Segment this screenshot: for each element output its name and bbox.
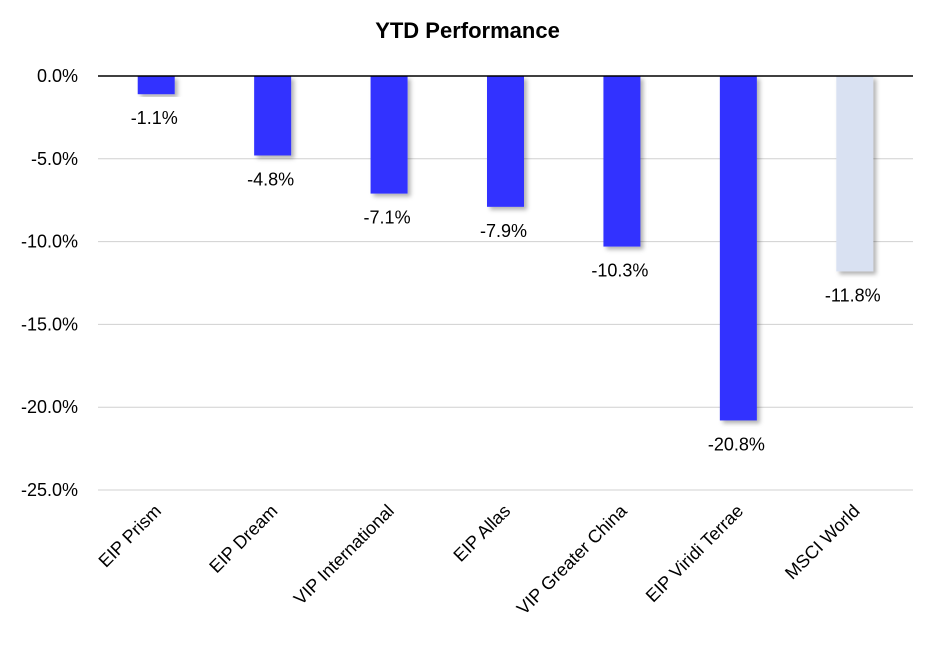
y-tick-label: -10.0%: [21, 232, 78, 252]
bar: [487, 76, 524, 207]
y-axis-ticks: 0.0% -5.0% -10.0% -15.0% -20.0% -25.0%: [21, 66, 78, 500]
category-label: MSCI World: [781, 501, 864, 584]
data-label: -10.3%: [591, 261, 648, 281]
data-label: -20.8%: [708, 434, 765, 454]
data-labels: -1.1% -4.8% -7.1% -7.9% -10.3% -20.8% -11.8%: [131, 108, 881, 454]
bars: [137, 76, 874, 421]
bar: [719, 76, 757, 421]
y-tick-label: -5.0%: [31, 149, 78, 169]
category-label: EIP Prism: [95, 501, 165, 571]
category-label: EIP Viridi Terrae: [642, 501, 747, 606]
category-label: VIP International: [290, 501, 398, 609]
data-label: -7.1%: [364, 208, 411, 228]
y-tick-label: -25.0%: [21, 480, 78, 500]
y-tick-label: 0.0%: [37, 66, 78, 86]
category-label: EIP Dream: [205, 501, 281, 577]
category-label: EIP Allas: [449, 501, 514, 566]
gridlines: [98, 158, 913, 491]
bar: [370, 76, 408, 194]
bar: [836, 76, 874, 272]
y-tick-label: -15.0%: [21, 314, 78, 334]
data-label: -4.8%: [247, 169, 294, 189]
x-axis-categories: EIP Prism EIP Dream VIP International EIP A…: [95, 500, 864, 619]
data-label: -1.1%: [131, 108, 178, 128]
bar: [254, 76, 292, 156]
data-label: -7.9%: [480, 221, 527, 241]
data-label: -11.8%: [825, 285, 881, 305]
bar: [137, 76, 175, 95]
bar: [603, 76, 641, 247]
category-label: VIP Greater China: [513, 500, 632, 619]
chart-title: YTD Performance: [375, 18, 560, 43]
y-tick-label: -20.0%: [21, 397, 78, 417]
